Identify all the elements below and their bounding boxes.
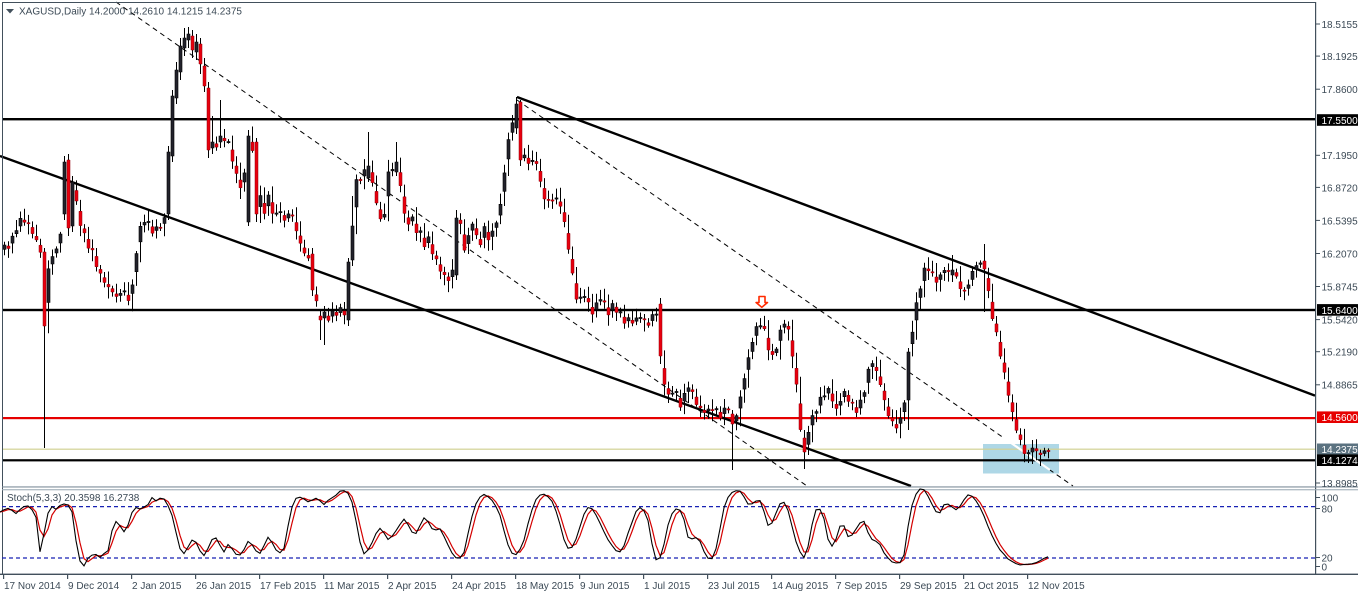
svg-text:17 Nov 2014: 17 Nov 2014 [4, 581, 61, 592]
svg-text:80: 80 [1322, 504, 1334, 515]
svg-text:18.1925: 18.1925 [1322, 52, 1358, 63]
svg-text:14.2375: 14.2375 [1322, 445, 1358, 456]
svg-text:XAGUSD,Daily 14.2000 14.2610: XAGUSD,Daily 14.2000 14.2610 14.1215 14.… [19, 7, 242, 18]
svg-text:15.8745: 15.8745 [1322, 282, 1358, 293]
svg-text:15.2190: 15.2190 [1322, 348, 1358, 359]
svg-text:20: 20 [1322, 553, 1334, 564]
svg-text:12 Nov 2015: 12 Nov 2015 [1028, 581, 1085, 592]
svg-text:0: 0 [1322, 562, 1328, 573]
svg-text:100: 100 [1322, 493, 1339, 504]
svg-text:17.8600: 17.8600 [1322, 85, 1358, 96]
svg-text:17.5500: 17.5500 [1322, 116, 1358, 127]
svg-text:15.5420: 15.5420 [1322, 316, 1358, 327]
svg-text:14.8865: 14.8865 [1322, 381, 1358, 392]
svg-text:16.5395: 16.5395 [1322, 216, 1358, 227]
svg-text:26 Jan 2015: 26 Jan 2015 [196, 581, 251, 592]
svg-text:17 Feb 2015: 17 Feb 2015 [260, 581, 317, 592]
svg-text:23 Jul 2015: 23 Jul 2015 [708, 581, 760, 592]
svg-text:15.6400: 15.6400 [1322, 306, 1358, 317]
svg-text:2 Jan 2015: 2 Jan 2015 [132, 581, 182, 592]
svg-text:1 Jul 2015: 1 Jul 2015 [644, 581, 691, 592]
svg-text:9 Jun 2015: 9 Jun 2015 [580, 581, 630, 592]
svg-text:29 Sep 2015: 29 Sep 2015 [900, 581, 957, 592]
svg-text:18.5155: 18.5155 [1322, 20, 1358, 31]
svg-text:14.5600: 14.5600 [1322, 413, 1358, 424]
svg-text:21 Oct 2015: 21 Oct 2015 [964, 581, 1019, 592]
svg-text:13.8985: 13.8985 [1322, 479, 1358, 490]
svg-text:16.2070: 16.2070 [1322, 249, 1358, 260]
svg-text:17.1950: 17.1950 [1322, 151, 1358, 162]
svg-text:11 Mar 2015: 11 Mar 2015 [324, 581, 380, 592]
svg-text:14.1274: 14.1274 [1322, 456, 1358, 467]
svg-text:7 Sep 2015: 7 Sep 2015 [836, 581, 888, 592]
svg-text:14 Aug 2015: 14 Aug 2015 [772, 581, 829, 592]
svg-text:Stoch(5,3,3) 20.3598 16.2738: Stoch(5,3,3) 20.3598 16.2738 [7, 493, 140, 504]
svg-text:24 Apr 2015: 24 Apr 2015 [452, 581, 506, 592]
svg-text:16.8720: 16.8720 [1322, 183, 1358, 194]
svg-text:18 May 2015: 18 May 2015 [516, 581, 574, 592]
svg-text:2 Apr 2015: 2 Apr 2015 [388, 581, 437, 592]
svg-text:9 Dec 2014: 9 Dec 2014 [68, 581, 120, 592]
